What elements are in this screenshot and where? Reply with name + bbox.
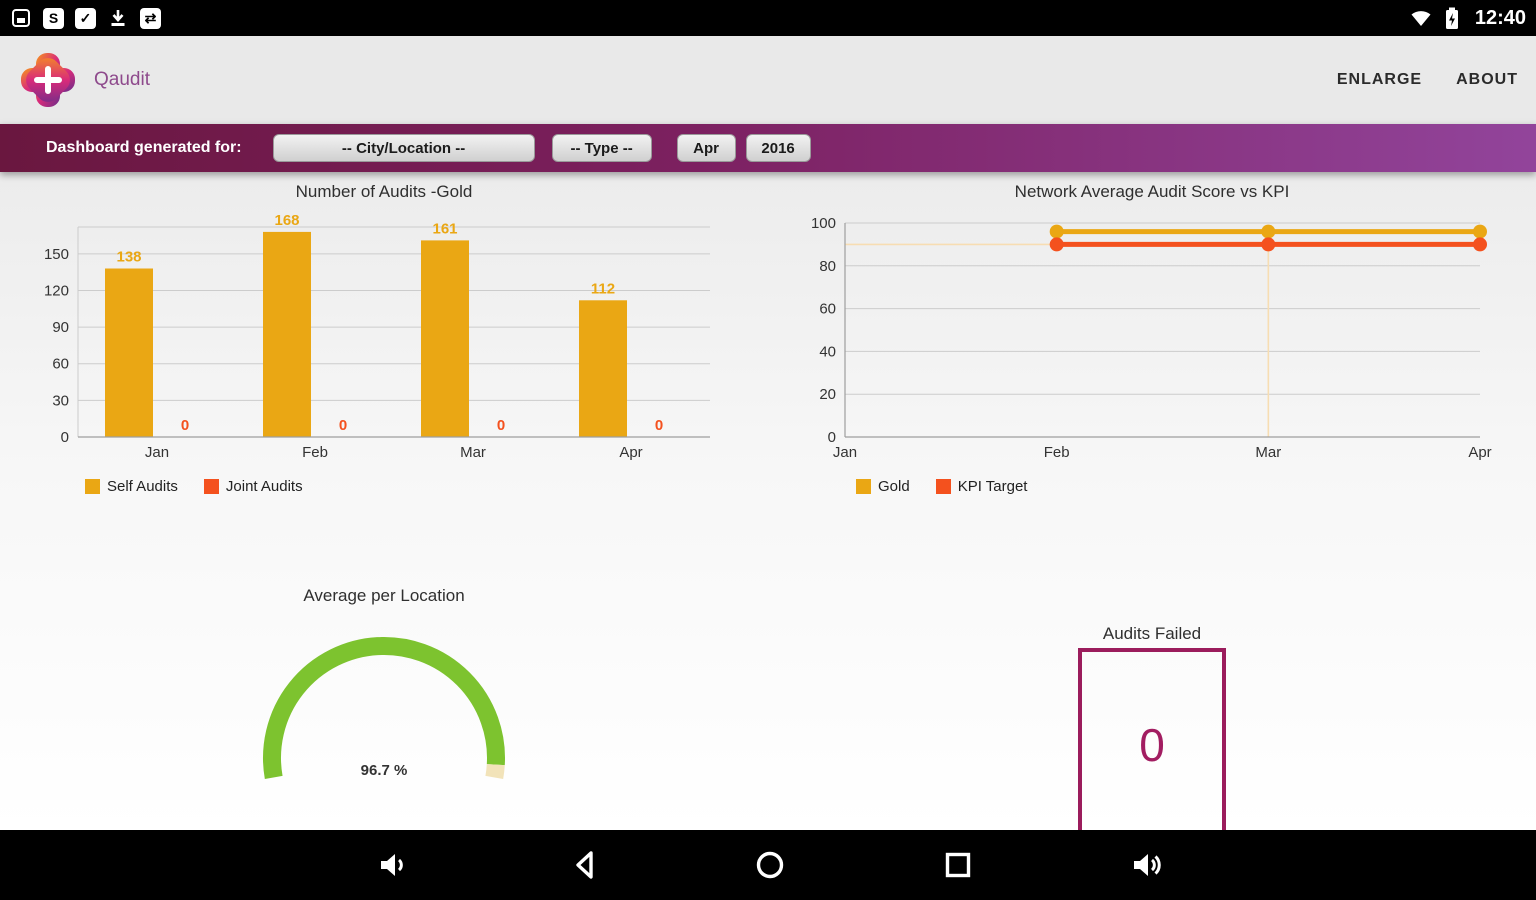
app-header: Qaudit ENLARGE ABOUT: [0, 36, 1536, 124]
point-icon: [1049, 224, 1064, 239]
battery-charging-icon: [1445, 7, 1458, 29]
dashboard-content: Number of Audits -Gold 0 30 60 90 120 150 138 0…: [0, 172, 1536, 830]
svg-text:Apr: Apr: [1468, 444, 1491, 461]
svg-text:Feb: Feb: [302, 444, 328, 461]
filter-label: Dashboard generated for:: [46, 139, 242, 156]
point-icon: [1049, 237, 1064, 252]
android-nav-bar: [0, 830, 1536, 900]
average-location-gauge: Average per Location 96.7 %: [0, 560, 768, 830]
svg-text:60: 60: [819, 301, 836, 318]
bar-jan: [105, 268, 153, 437]
city-location-dropdown[interactable]: -- City/Location --: [272, 134, 535, 162]
svg-text:120: 120: [44, 282, 69, 299]
about-button[interactable]: ABOUT: [1456, 71, 1518, 88]
point-icon: [1261, 224, 1276, 239]
legend-swatch-icon: [203, 479, 219, 494]
qaudit-logo-icon: [21, 53, 75, 107]
svg-text:100: 100: [811, 215, 836, 232]
legend-label: Self Audits: [107, 478, 178, 495]
bar-chart-title: Number of Audits -Gold: [295, 182, 473, 201]
recents-icon[interactable]: [939, 846, 977, 884]
svg-text:90: 90: [52, 319, 69, 336]
line-chart-title: Network Average Audit Score vs KPI: [1014, 182, 1290, 201]
app-title: Qaudit: [94, 69, 150, 90]
line-chart-legend: Gold KPI Target: [856, 478, 1027, 495]
audits-failed-title: Audits Failed: [1102, 624, 1202, 643]
legend-item-kpi-target: KPI Target: [935, 478, 1028, 495]
svg-text:138: 138: [116, 249, 141, 266]
svg-text:20: 20: [819, 386, 836, 403]
back-icon[interactable]: [567, 846, 605, 884]
audits-failed-value: 0: [1139, 719, 1165, 771]
svg-text:161: 161: [432, 220, 457, 237]
svg-text:Apr: Apr: [619, 444, 642, 461]
score-line-chart: Network Average Audit Score vs KPI 0 20 40…: [768, 172, 1536, 512]
gauge-title: Average per Location: [303, 586, 465, 605]
svg-text:0: 0: [497, 417, 505, 434]
svg-text:0: 0: [828, 429, 836, 446]
status-time: 12:40: [1474, 6, 1526, 29]
gauge-plot: 96.7 %: [0, 615, 768, 830]
svg-text:Mar: Mar: [460, 444, 486, 461]
svg-text:40: 40: [819, 343, 836, 360]
audits-failed-box: 0: [1078, 648, 1226, 830]
bar-chart-plot: 0 30 60 90 120 150 138 0 Jan 168 0 Feb 161 0 Mar 112 0 Ap…: [0, 172, 768, 477]
legend-label: KPI Target: [957, 478, 1028, 495]
status-tray-left: S ✓ ⇄: [10, 7, 161, 29]
type-dropdown[interactable]: -- Type --: [551, 134, 652, 162]
legend-item-joint-audits: Joint Audits: [203, 478, 303, 495]
legend-label: Gold: [878, 478, 910, 495]
svg-text:Jan: Jan: [145, 444, 169, 461]
svg-text:0: 0: [655, 417, 663, 434]
legend-swatch-icon: [85, 479, 100, 494]
legend-item-gold: Gold: [856, 478, 910, 495]
legend-swatch-icon: [935, 479, 951, 494]
svg-text:Mar: Mar: [1255, 444, 1281, 461]
svg-text:60: 60: [52, 356, 69, 373]
enlarge-button[interactable]: ENLARGE: [1336, 71, 1423, 88]
legend-item-self-audits: Self Audits: [85, 478, 178, 495]
svg-text:30: 30: [52, 392, 69, 409]
svg-text:Jan: Jan: [833, 444, 857, 461]
line-chart-plot: 0 20 40 60 80 100 Jan Feb Mar Apr: [768, 172, 1536, 477]
header-actions: ENLARGE ABOUT: [1337, 71, 1536, 89]
point-icon: [1473, 237, 1487, 252]
transfer-icon: ⇄: [140, 7, 161, 29]
download-icon: [111, 10, 125, 26]
svg-text:Feb: Feb: [1044, 444, 1070, 461]
volume-up-icon[interactable]: [1129, 846, 1167, 884]
bar-chart-legend: Self Audits Joint Audits: [85, 478, 303, 495]
audits-failed-panel: Audits Failed 0: [768, 560, 1536, 830]
skype-icon: S: [43, 7, 64, 29]
svg-text:80: 80: [819, 258, 836, 275]
svg-text:0: 0: [339, 417, 347, 434]
bar-feb: [263, 231, 311, 437]
svg-text:96.7 %: 96.7 %: [361, 762, 408, 779]
svg-text:150: 150: [44, 246, 69, 263]
check-icon: ✓: [75, 7, 96, 29]
audits-bar-chart: Number of Audits -Gold 0 30 60 90 120 150 138 0…: [0, 172, 768, 512]
year-dropdown[interactable]: 2016: [745, 134, 811, 162]
svg-text:0: 0: [181, 417, 189, 434]
svg-text:112: 112: [591, 280, 615, 297]
bar-mar: [421, 240, 469, 437]
bar-apr: [579, 300, 627, 437]
svg-text:0: 0: [61, 429, 69, 446]
legend-swatch-icon: [856, 479, 871, 494]
screenshot-icon: [12, 9, 30, 27]
volume-down-icon[interactable]: [374, 846, 412, 884]
filter-bar: Dashboard generated for: -- City/Locatio…: [0, 124, 1536, 172]
home-icon[interactable]: [751, 846, 789, 884]
legend-label: Joint Audits: [225, 478, 303, 495]
wifi-icon: [1411, 11, 1431, 26]
status-tray-right: 12:40: [1409, 6, 1526, 31]
month-dropdown[interactable]: Apr: [676, 134, 736, 162]
point-icon: [1261, 237, 1276, 252]
point-icon: [1473, 224, 1487, 239]
status-bar: S ✓ ⇄ 12:40: [0, 0, 1536, 36]
svg-text:168: 168: [274, 212, 299, 229]
